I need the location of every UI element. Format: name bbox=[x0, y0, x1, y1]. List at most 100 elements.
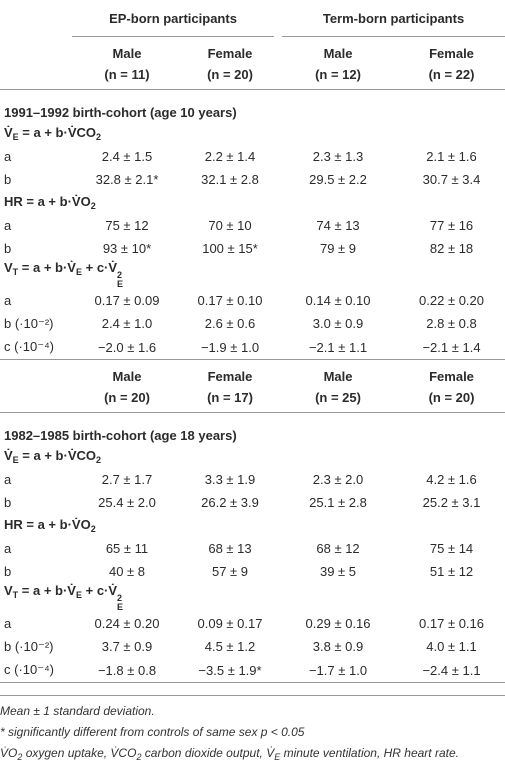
value-cell: 100 ± 15* bbox=[202, 241, 258, 256]
text: V̇ bbox=[4, 448, 13, 463]
value-cell: 65 ± 11 bbox=[105, 541, 149, 556]
value-cell: 82 ± 18 bbox=[429, 241, 474, 256]
value-cell: 4.0 ± 1.1 bbox=[426, 639, 477, 654]
row-label: a bbox=[4, 541, 12, 556]
sex-row: Male Female Male Female bbox=[0, 360, 505, 388]
value-cell: 2.8 ± 0.8 bbox=[426, 316, 477, 331]
column-sex: Male bbox=[323, 369, 353, 384]
column-sex: Female bbox=[207, 369, 253, 384]
subscript: E bbox=[75, 590, 82, 600]
value-cell: 39 ± 5 bbox=[319, 564, 357, 579]
subscript: 2 bbox=[96, 455, 102, 465]
text: V bbox=[4, 260, 13, 275]
data-row: b (·10⁻²) 2.4 ± 1.0 2.6 ± 0.6 3.0 ± 0.9 2.8 … bbox=[0, 312, 505, 335]
value-cell: 68 ± 12 bbox=[316, 541, 360, 556]
sex-row: Male Female Male Female bbox=[0, 37, 505, 65]
value-cell: 93 ± 10* bbox=[102, 241, 152, 256]
value-cell: 70 ± 10 bbox=[208, 218, 252, 233]
text: HR = a + b·V̇O bbox=[4, 194, 91, 209]
value-cell: 3.8 ± 0.9 bbox=[312, 639, 364, 654]
subscript: E bbox=[12, 455, 19, 465]
text: minute ventilation, HR heart rate. bbox=[280, 746, 459, 760]
value-cell: 2.3 ± 1.3 bbox=[312, 149, 364, 164]
value-cell: 25.1 ± 2.8 bbox=[309, 495, 367, 510]
row-label: b bbox=[4, 172, 12, 187]
formula: VT = a + b·V̇E + c·V̇ E 2 bbox=[0, 260, 505, 289]
value-cell: −2.1 ± 1.1 bbox=[278, 335, 399, 360]
value-cell: 0.17 ± 0.16 bbox=[419, 616, 484, 631]
text: = a + b·V̇CO bbox=[18, 448, 96, 463]
data-row: a 2.7 ± 1.7 3.3 ± 1.9 2.3 ± 2.0 4.2 ± 1.6 bbox=[0, 468, 505, 491]
cohort-row: 1982–1985 birth-cohort (age 18 years) bbox=[0, 413, 505, 446]
row-label: c (·10⁻⁴) bbox=[0, 658, 72, 683]
value-cell: 0.14 ± 0.10 bbox=[305, 293, 371, 308]
text: = a + b·V̇ bbox=[18, 260, 76, 275]
text: * significantly different from controls … bbox=[0, 725, 305, 739]
value-cell: 51 ± 12 bbox=[429, 564, 474, 579]
column-n: (n = 11) bbox=[72, 64, 182, 90]
value-cell: 79 ± 9 bbox=[319, 241, 357, 256]
row-label: a bbox=[4, 472, 12, 487]
subscript: 2 bbox=[90, 524, 96, 534]
row-label: a bbox=[4, 149, 12, 164]
data-row: b 32.8 ± 2.1* 32.1 ± 2.8 29.5 ± 2.2 30.7 ± 3… bbox=[0, 168, 505, 191]
subscript: E bbox=[117, 279, 124, 289]
formula: VT = a + b·V̇E + c·V̇ E 2 bbox=[0, 583, 505, 612]
value-cell: 4.5 ± 1.2 bbox=[204, 639, 256, 654]
column-sex: Male bbox=[323, 46, 353, 61]
data-row: a 0.17 ± 0.09 0.17 ± 0.10 0.14 ± 0.10 0.22 ±… bbox=[0, 289, 505, 312]
cell bbox=[0, 37, 72, 65]
text: + c·V̇ bbox=[82, 260, 118, 275]
value-cell: 25.2 ± 3.1 bbox=[422, 495, 481, 510]
value-cell: 32.1 ± 2.8 bbox=[201, 172, 259, 187]
cell bbox=[0, 360, 72, 388]
formula-row: HR = a + b·V̇O2 bbox=[0, 514, 505, 537]
note: V̇O2 oxygen uptake, V̇CO2 carbon dioxide… bbox=[0, 746, 505, 767]
subscript: E bbox=[117, 602, 124, 612]
formula-row: HR = a + b·V̇O2 bbox=[0, 191, 505, 214]
superscript: 2 bbox=[117, 593, 123, 603]
value-cell: 68 ± 13 bbox=[208, 541, 252, 556]
cohort-row: 1991–1992 birth-cohort (age 10 years) bbox=[0, 90, 505, 123]
value-cell: 0.17 ± 0.09 bbox=[94, 293, 160, 308]
value-cell: 3.7 ± 0.9 bbox=[101, 639, 153, 654]
value-cell: 77 ± 16 bbox=[429, 218, 474, 233]
value-cell: 32.8 ± 2.1* bbox=[95, 172, 159, 187]
value-cell: 0.24 ± 0.20 bbox=[94, 616, 160, 631]
data-row: a 65 ± 11 68 ± 13 68 ± 12 75 ± 14 bbox=[0, 537, 505, 560]
column-sex: Female bbox=[429, 46, 474, 61]
value-cell: −1.9 ± 1.0 bbox=[182, 335, 279, 360]
column-n: (n = 22) bbox=[398, 64, 505, 90]
data-row: b (·10⁻²) 3.7 ± 0.9 4.5 ± 1.2 3.8 ± 0.9 4.0 … bbox=[0, 635, 505, 658]
value-cell: 75 ± 14 bbox=[429, 541, 474, 556]
text: oxygen uptake, V̇CO bbox=[22, 746, 137, 760]
formula-row: V̇E = a + b·V̇CO2 bbox=[0, 445, 505, 468]
value-cell: 3.3 ± 1.9 bbox=[204, 472, 256, 487]
value-cell: 30.7 ± 3.4 bbox=[422, 172, 481, 187]
data-table: EP-born participants Term-born participan… bbox=[0, 0, 505, 683]
row-label: b bbox=[4, 241, 12, 256]
text: V bbox=[4, 583, 13, 598]
formula: V̇E = a + b·V̇CO2 bbox=[0, 445, 505, 468]
value-cell: 74 ± 13 bbox=[316, 218, 360, 233]
value-cell: 2.1 ± 1.6 bbox=[426, 149, 477, 164]
data-row: a 75 ± 12 70 ± 10 74 ± 13 77 ± 16 bbox=[0, 214, 505, 237]
text: HR = a + b·V̇O bbox=[4, 517, 91, 532]
value-cell: 0.09 ± 0.17 bbox=[197, 616, 263, 631]
column-n: (n = 12) bbox=[278, 64, 399, 90]
value-cell: 0.22 ± 0.20 bbox=[419, 293, 484, 308]
row-label: b bbox=[4, 495, 12, 510]
text: carbon dioxide output, V̇ bbox=[141, 746, 275, 760]
cohort-label: 1982–1985 birth-cohort (age 18 years) bbox=[4, 428, 237, 443]
group-header: EP-born participants bbox=[72, 0, 283, 37]
value-cell: 29.5 ± 2.2 bbox=[309, 172, 367, 187]
column-n: (n = 25) bbox=[278, 387, 399, 413]
data-row: a 2.4 ± 1.5 2.2 ± 1.4 2.3 ± 1.3 2.1 ± 1.6 bbox=[0, 145, 505, 168]
value-cell: 0.17 ± 0.10 bbox=[197, 293, 263, 308]
formula-row: V̇E = a + b·V̇CO2 bbox=[0, 122, 505, 145]
row-label: c (·10⁻⁴) bbox=[0, 335, 72, 360]
superscript: 2 bbox=[117, 270, 123, 280]
